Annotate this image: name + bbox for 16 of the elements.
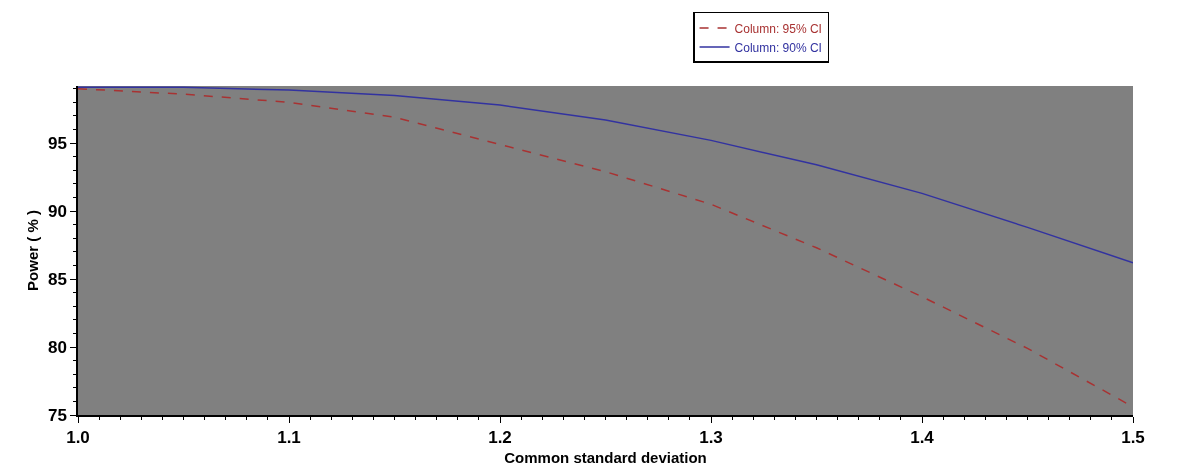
x-tick-label: 1.1 (277, 428, 301, 448)
x-axis-title: Common standard deviation (504, 448, 707, 466)
x-tick-label: 1.4 (910, 428, 935, 448)
legend-label: Column: 95% CI (734, 21, 822, 36)
y-axis-title: Power ( % ) (23, 210, 41, 291)
x-tick-label: 1.0 (66, 428, 90, 448)
legend-label: Column: 90% CI (734, 40, 822, 55)
x-tick-label: 1.3 (699, 428, 723, 448)
y-tick-label: 85 (47, 270, 67, 289)
line-series (78, 86, 1133, 264)
y-tick-label: 95 (47, 134, 67, 154)
y-tick-label: 75 (47, 405, 67, 425)
x-tick-label: 1.2 (488, 428, 512, 448)
x-tick-label: 1.5 (1121, 428, 1145, 448)
y-tick-label: 80 (47, 337, 67, 357)
y-tick-label: 90 (47, 202, 67, 222)
